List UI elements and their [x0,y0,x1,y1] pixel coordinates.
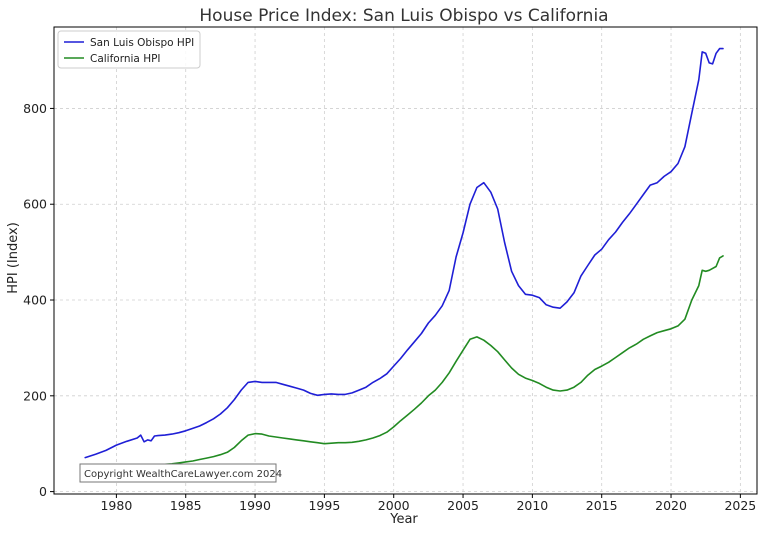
x-tick-label: 2010 [516,498,548,513]
x-tick-label: 1995 [308,498,340,513]
legend-label-california: California HPI [90,53,161,65]
x-tick-label: 2025 [724,498,756,513]
copyright-annotation: Copyright WealthCareLawyer.com 2024 [79,463,282,483]
plot-frame [53,26,758,495]
x-axis-label: Year [389,512,418,527]
x-tick-label: 2015 [586,498,618,513]
legend: San Luis Obispo HPI California HPI [57,30,201,69]
legend-label-san-luis-obispo: San Luis Obispo HPI [90,37,194,49]
chart-title: House Price Index: San Luis Obispo vs Ca… [199,6,608,26]
x-tick-label: 2005 [447,498,479,513]
y-axis-label: HPI (Index) [6,222,21,294]
copyright-box [79,463,277,483]
series-line-california [84,255,724,474]
x-tick-label: 2020 [655,498,687,513]
legend-box [57,30,201,69]
y-tick-label: 400 [23,293,47,308]
series-lines [84,47,724,474]
y-tick-label: 800 [23,101,47,116]
x-tick-label: 1980 [100,498,132,513]
y-tick-label: 200 [23,388,47,403]
x-tick-label: 1985 [170,498,202,513]
y-tick-label: 600 [23,197,47,212]
y-tick-label: 0 [39,484,47,499]
axis-ticks: 1980 1985 1990 1995 2000 2005 2010 2015 2020 2025… [23,101,756,513]
copyright-text: Copyright WealthCareLawyer.com 2024 [84,469,282,480]
series-line-san-luis-obispo [84,47,724,459]
x-tick-label: 2000 [378,498,410,513]
x-tick-label: 1990 [239,498,271,513]
